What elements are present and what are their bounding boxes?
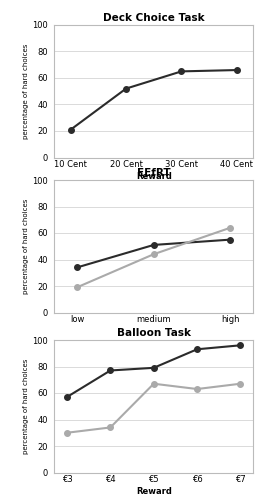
probability [152,251,155,257]
50% probability [152,380,155,386]
100% probability [65,394,69,400]
X-axis label: Reward: Reward [136,172,172,181]
100% probability [152,365,155,371]
Y-axis label: percentage of hard choices: percentage of hard choices [23,358,29,454]
Title: EEfRT: EEfRT [137,168,171,178]
Legend: reward, probability: reward, probability [101,343,207,349]
Y-axis label: percentage of hard choices: percentage of hard choices [23,44,29,139]
Line: 50% probability: 50% probability [64,381,243,436]
probability [75,284,79,290]
100% probability [196,346,199,352]
Line: reward: reward [74,237,233,270]
reward [229,236,232,242]
50% probability [196,386,199,392]
50% probability [239,380,242,386]
Y-axis label: percentage of hard choices: percentage of hard choices [23,198,29,294]
100% probability [239,342,242,348]
Title: Balloon Task: Balloon Task [117,328,191,338]
reward [75,264,79,270]
100% probability [109,368,112,374]
reward [152,242,155,248]
Line: probability: probability [74,225,233,290]
probability [229,224,232,230]
Line: 100% probability: 100% probability [64,342,243,400]
50% probability [109,424,112,430]
X-axis label: Reward: Reward [136,487,172,496]
Title: Deck Choice Task: Deck Choice Task [103,13,204,23]
50% probability [65,430,69,436]
